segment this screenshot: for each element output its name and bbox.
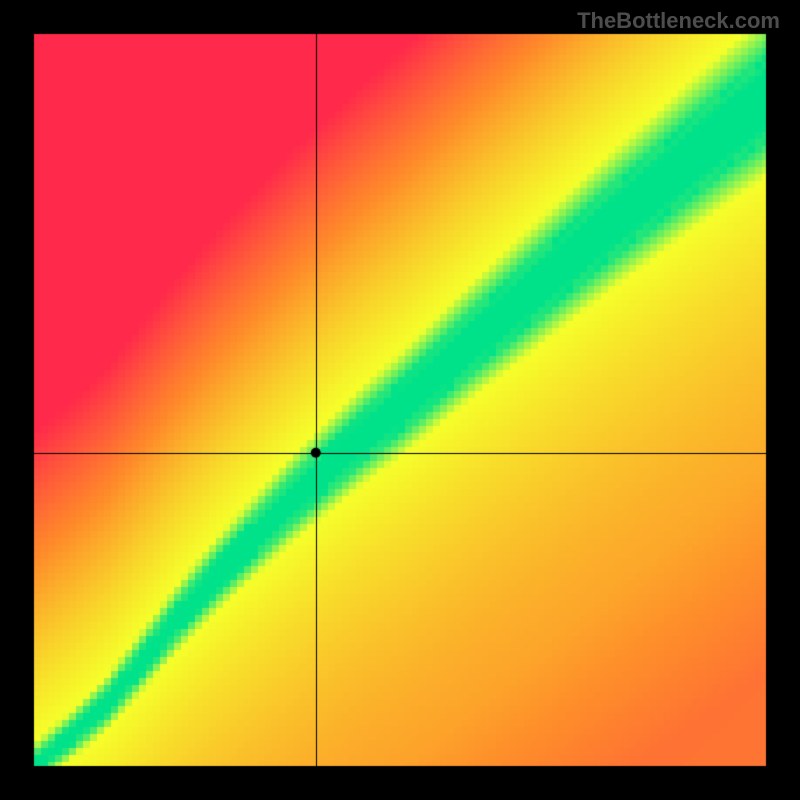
bottleneck-heatmap	[0, 0, 800, 800]
chart-container: TheBottleneck.com	[0, 0, 800, 800]
watermark-text: TheBottleneck.com	[577, 8, 780, 34]
